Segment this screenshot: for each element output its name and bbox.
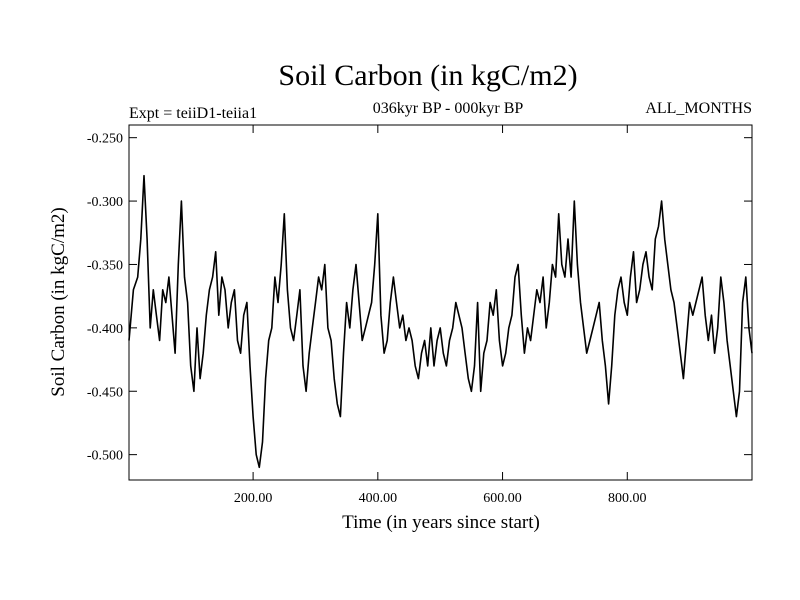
plot-frame bbox=[128, 124, 753, 481]
y-tick-label: -0.300 bbox=[87, 195, 123, 210]
period-label: 036kyr BP - 000kyr BP bbox=[373, 100, 524, 117]
months-label: ALL_MONTHS bbox=[645, 100, 752, 117]
x-axis-ticks: 200.00 400.00 600.00 800.00 bbox=[234, 125, 647, 506]
y-tick-label: -0.500 bbox=[87, 449, 123, 464]
x-tick-label: 600.00 bbox=[483, 491, 522, 506]
x-tick-label: 200.00 bbox=[234, 491, 273, 506]
y-tick-label: -0.350 bbox=[87, 258, 123, 273]
y-axis-ticks: -0.250 -0.300 -0.350 -0.400 -0.450 -0.500 bbox=[87, 132, 752, 464]
experiment-label: Expt = teiiD1-teiia1 bbox=[129, 105, 257, 122]
y-tick-label: -0.250 bbox=[87, 132, 123, 147]
y-tick-label: -0.400 bbox=[87, 322, 123, 337]
y-axis-label: Soil Carbon (in kgC/m2) bbox=[48, 207, 69, 396]
series-line bbox=[128, 174, 753, 469]
x-tick-label: 800.00 bbox=[608, 491, 647, 506]
x-tick-label: 400.00 bbox=[359, 491, 398, 506]
x-axis-label: Time (in years since start) bbox=[342, 512, 540, 533]
y-tick-label: -0.450 bbox=[87, 385, 123, 400]
chart-title: Soil Carbon (in kgC/m2) bbox=[278, 59, 577, 92]
series-layer bbox=[128, 174, 753, 469]
